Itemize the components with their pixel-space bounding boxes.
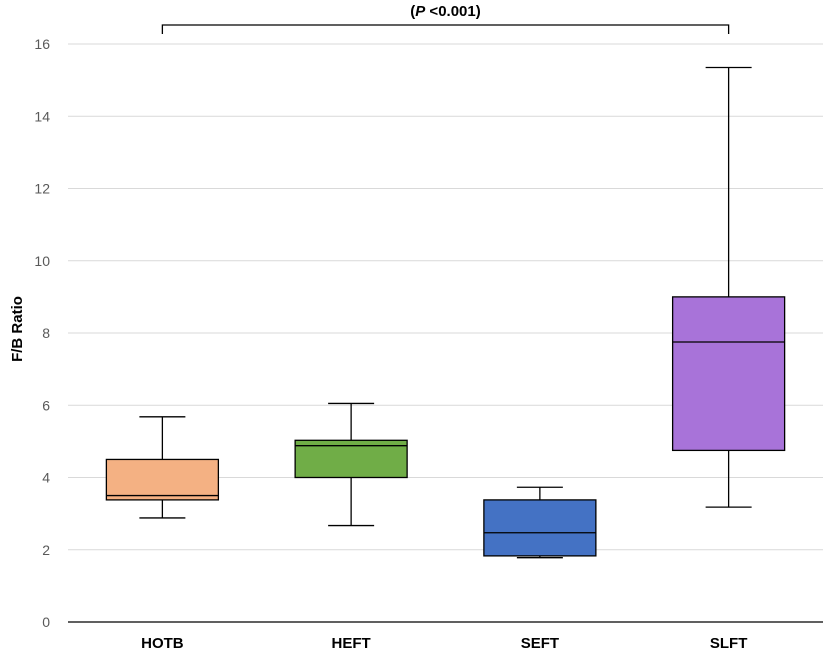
y-tick-label: 8 [42, 325, 50, 341]
boxes [105, 66, 786, 559]
annot-open: ( [410, 3, 415, 20]
iqr-box [671, 296, 786, 452]
significance-label: (P <0.001) [410, 3, 480, 20]
y-tick-label: 12 [34, 181, 50, 197]
y-tick-label: 10 [34, 253, 50, 269]
significance-annotation: (P <0.001) [161, 3, 730, 34]
box-heft [294, 402, 408, 527]
box-slft [671, 66, 786, 508]
x-axis-category-labels: HOTB HEFT SEFT SLFT [141, 635, 747, 652]
x-category-label: SLFT [710, 635, 748, 652]
iqr-box [483, 499, 597, 557]
annot-rest: <0.001 [425, 3, 475, 20]
significance-bracket [161, 24, 730, 34]
iqr-box [105, 458, 220, 501]
box-hotb [105, 416, 220, 519]
y-axis-title: F/B Ratio [9, 296, 26, 362]
y-tick-label: 0 [42, 614, 50, 630]
y-tick-label: 6 [42, 397, 50, 413]
annot-close: ) [476, 3, 481, 20]
y-axis-tick-labels: 0 2 4 6 8 10 12 14 16 [34, 36, 50, 630]
x-category-label: SEFT [521, 635, 559, 652]
y-tick-label: 14 [34, 108, 50, 124]
x-category-label: HEFT [332, 635, 371, 652]
iqr-box [294, 439, 408, 479]
annot-p: P [415, 3, 426, 20]
y-tick-label: 4 [42, 470, 50, 486]
y-tick-label: 16 [34, 36, 50, 52]
x-category-label: HOTB [141, 635, 184, 652]
y-tick-label: 2 [42, 542, 50, 558]
box-seft [483, 486, 597, 559]
